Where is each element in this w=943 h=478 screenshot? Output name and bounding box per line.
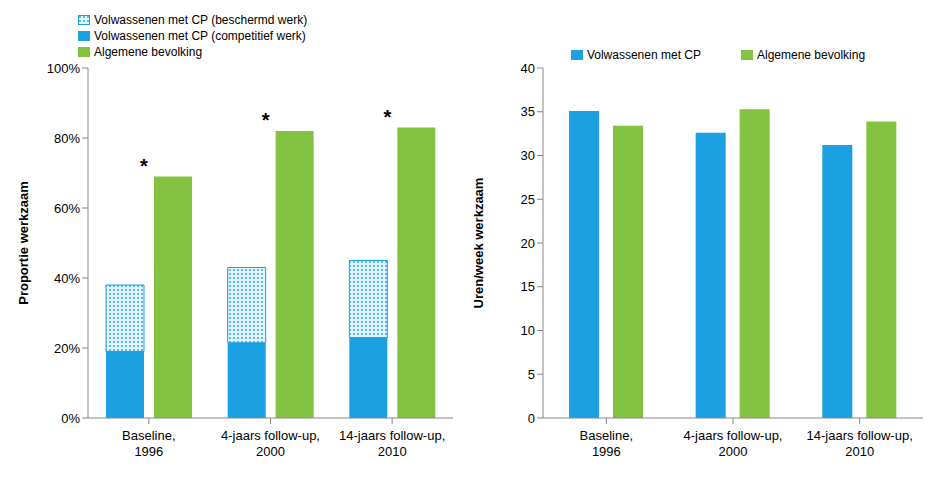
html-text:Volwassenen met CP (beschermd: Volwassenen met CP (beschermd werk)	[94, 13, 308, 27]
svg-text:*: *	[140, 155, 148, 177]
svg-text:20%: 20%	[54, 341, 80, 356]
svg-text:Baseline,: Baseline,	[580, 428, 633, 443]
svg-text:14-jaars follow-up,: 14-jaars follow-up,	[339, 428, 445, 443]
svg-text:5: 5	[528, 367, 535, 382]
svg-text:14-jaars follow-up,: 14-jaars follow-up,	[807, 428, 913, 443]
svg-text:35: 35	[521, 104, 535, 119]
svg-text:Proportie werkzaam: Proportie werkzaam	[16, 181, 31, 305]
svg-text:60%: 60%	[54, 201, 80, 216]
svg-text:10: 10	[521, 323, 535, 338]
html-text:Volwassenen met CP (competitie: Volwassenen met CP (competitief werk)	[94, 29, 306, 43]
svg-text:4-jaars follow-up,: 4-jaars follow-up,	[221, 428, 320, 443]
html-text:Algemene bevolking: Algemene bevolking	[94, 45, 203, 59]
svg-text:Uren/week werkzaam: Uren/week werkzaam	[471, 178, 486, 309]
svg-text:1996: 1996	[592, 444, 621, 459]
svg-text:100%: 100%	[47, 61, 81, 76]
svg-text:40: 40	[521, 61, 535, 76]
html-text:Algemene bevolking: Algemene bevolking	[757, 47, 866, 62]
svg-text:20: 20	[521, 236, 535, 251]
svg-text:30: 30	[521, 148, 535, 163]
svg-text:Baseline,: Baseline,	[122, 428, 175, 443]
svg-text:15: 15	[521, 279, 535, 294]
svg-text:40%: 40%	[54, 271, 80, 286]
svg-text:2010: 2010	[378, 444, 407, 459]
html-text:Volwassenen met CP: Volwassenen met CP	[586, 47, 701, 62]
svg-text:4-jaars follow-up,: 4-jaars follow-up,	[684, 428, 783, 443]
svg-text:25: 25	[521, 192, 535, 207]
svg-text:80%: 80%	[54, 131, 80, 146]
svg-text:*: *	[262, 109, 270, 131]
svg-text:0%: 0%	[61, 411, 80, 426]
svg-text:0: 0	[528, 411, 535, 426]
svg-text:*: *	[383, 106, 391, 128]
svg-text:2010: 2010	[845, 444, 874, 459]
svg-text:1996: 1996	[134, 444, 163, 459]
svg-text:2000: 2000	[719, 444, 748, 459]
svg-text:2000: 2000	[256, 444, 285, 459]
